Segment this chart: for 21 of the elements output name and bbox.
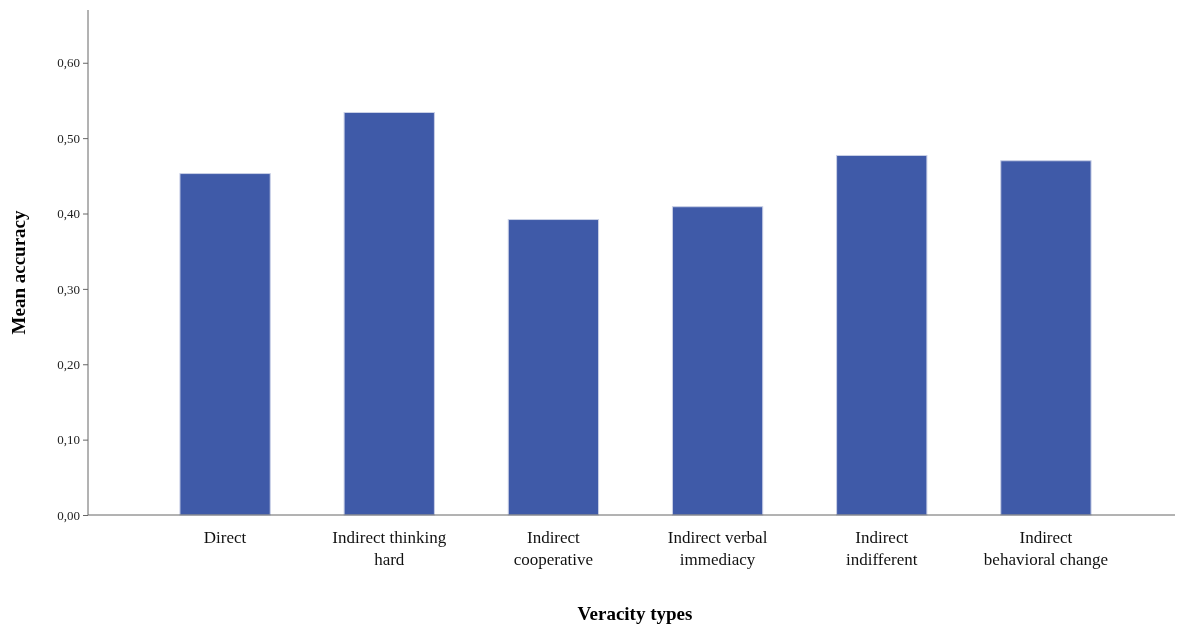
y-tick-label: 0,60 (57, 55, 80, 71)
x-tick-label: Indirect behavioral change (983, 528, 1108, 569)
y-axis-title: Mean accuracy (8, 210, 29, 335)
x-tick-label: Direct (203, 528, 247, 547)
bar (836, 154, 928, 516)
y-tick-label: 0,10 (57, 432, 80, 448)
x-tick-label: Indirect verbal immediacy (667, 528, 768, 569)
x-tick-label: Indirect thinking hard (332, 528, 447, 569)
y-tick-label: 0,40 (57, 206, 80, 222)
y-tick-label: 0,50 (57, 130, 80, 146)
x-tick-label: Indirect cooperative (513, 528, 594, 569)
y-tick-label: 0,30 (57, 281, 80, 297)
bar (179, 173, 271, 516)
bar (1000, 160, 1092, 516)
bar (343, 112, 435, 516)
y-tick-label: 0,00 (57, 507, 80, 523)
bar (671, 206, 764, 516)
x-tick-label: Indirect indifferent (846, 528, 918, 569)
y-tick-label: 0,20 (57, 356, 80, 372)
bar (507, 219, 600, 516)
x-axis-title: Veracity types (577, 603, 693, 624)
